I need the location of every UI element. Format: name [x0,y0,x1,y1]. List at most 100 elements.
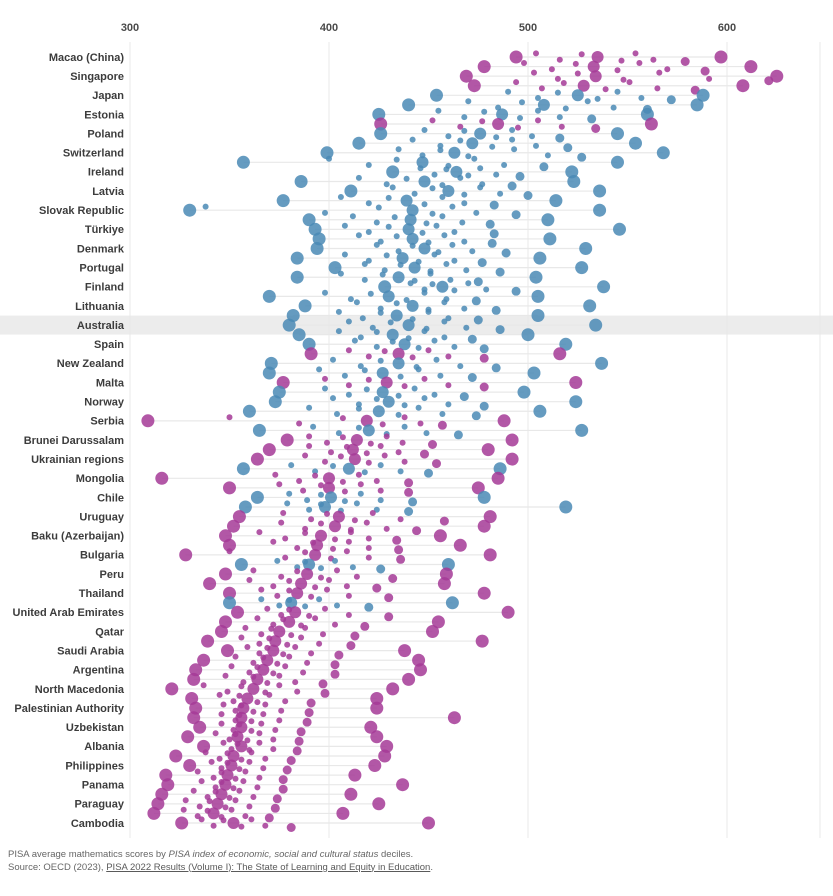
decile-dot[interactable] [614,67,621,74]
decile-dot[interactable] [238,500,252,514]
decile-dot[interactable] [373,506,380,513]
decile-dot[interactable] [361,261,368,267]
decile-dot[interactable] [361,469,368,476]
decile-dot[interactable] [394,545,404,555]
decile-dot[interactable] [435,107,442,114]
decile-dot[interactable] [282,765,292,775]
decile-dot[interactable] [365,376,372,383]
decile-dot[interactable] [311,539,324,552]
decile-dot[interactable] [336,806,350,820]
decile-dot[interactable] [326,577,332,583]
decile-dot[interactable] [388,574,398,583]
decile-dot[interactable] [363,386,370,393]
decile-dot[interactable] [389,184,396,191]
decile-dot[interactable] [483,510,497,524]
decile-dot[interactable] [372,797,386,811]
decile-dot[interactable] [465,280,472,287]
decile-dot[interactable] [346,443,359,456]
decile-dot[interactable] [378,280,392,294]
decile-dot[interactable] [471,296,481,306]
decile-dot[interactable] [216,755,223,762]
decile-dot[interactable] [337,194,344,200]
decile-dot[interactable] [201,634,215,648]
decile-dot[interactable] [341,488,348,495]
decile-dot[interactable] [364,720,378,734]
decile-dot[interactable] [406,204,419,217]
decile-dot[interactable] [276,672,283,679]
decile-dot[interactable] [497,414,511,428]
decile-dot[interactable] [696,88,710,102]
decile-dot[interactable] [511,146,518,153]
decile-dot[interactable] [369,510,376,516]
decile-dot[interactable] [539,162,549,172]
decile-dot[interactable] [365,545,372,551]
decile-dot[interactable] [392,357,405,370]
decile-dot[interactable] [591,51,604,63]
decile-dot[interactable] [270,670,277,677]
decile-dot[interactable] [404,213,417,226]
decile-dot[interactable] [240,778,247,785]
decile-dot[interactable] [379,271,386,278]
decile-dot[interactable] [379,421,386,428]
decile-dot[interactable] [198,778,205,785]
decile-dot[interactable] [298,299,312,313]
decile-dot[interactable] [559,337,573,351]
decile-dot[interactable] [533,50,539,57]
decile-dot[interactable] [367,440,374,447]
decile-dot[interactable] [632,50,639,57]
decile-dot[interactable] [457,174,464,181]
decile-dot[interactable] [505,452,519,466]
decile-dot[interactable] [439,194,446,200]
decile-dot[interactable] [402,672,416,686]
decile-dot[interactable] [300,487,307,494]
decile-dot[interactable] [304,497,311,504]
decile-dot[interactable] [360,414,373,427]
decile-dot[interactable] [477,165,484,172]
decile-dot[interactable] [322,209,328,216]
decile-dot[interactable] [365,353,372,360]
decile-dot[interactable] [355,401,362,408]
decile-dot[interactable] [629,136,642,150]
decile-dot[interactable] [373,396,380,402]
decile-dot[interactable] [330,669,340,679]
decile-dot[interactable] [584,98,591,105]
decile-dot[interactable] [335,328,342,335]
decile-dot[interactable] [406,232,419,245]
decile-dot[interactable] [384,612,394,622]
decile-dot[interactable] [610,104,617,111]
decile-dot[interactable] [479,344,489,354]
decile-dot[interactable] [489,143,496,150]
decile-dot[interactable] [457,123,464,130]
decile-dot[interactable] [258,586,265,593]
decile-dot[interactable] [345,612,352,618]
decile-dot[interactable] [451,229,458,235]
decile-dot[interactable] [383,525,390,532]
decile-dot[interactable] [357,490,364,497]
decile-dot[interactable] [473,209,480,216]
decile-dot[interactable] [445,133,452,140]
decile-dot[interactable] [377,305,384,312]
decile-dot[interactable] [408,261,421,274]
decile-dot[interactable] [273,625,286,638]
decile-dot[interactable] [390,309,403,322]
decile-dot[interactable] [496,108,509,121]
decile-dot[interactable] [278,519,285,526]
decile-dot[interactable] [197,739,211,753]
decile-dot[interactable] [656,146,670,160]
decile-dot[interactable] [427,270,434,277]
decile-dot[interactable] [418,242,431,255]
decile-dot[interactable] [286,577,293,584]
decile-dot[interactable] [264,813,274,823]
decile-dot[interactable] [232,707,239,714]
decile-dot[interactable] [282,318,296,332]
decile-dot[interactable] [237,702,250,715]
decile-dot[interactable] [320,631,326,638]
decile-dot[interactable] [736,79,750,93]
decile-dot[interactable] [416,156,429,169]
decile-dot[interactable] [593,203,607,217]
decile-dot[interactable] [220,739,227,746]
decile-dot[interactable] [431,337,438,344]
decile-dot[interactable] [351,517,358,524]
decile-dot[interactable] [221,644,234,658]
decile-dot[interactable] [332,557,338,564]
